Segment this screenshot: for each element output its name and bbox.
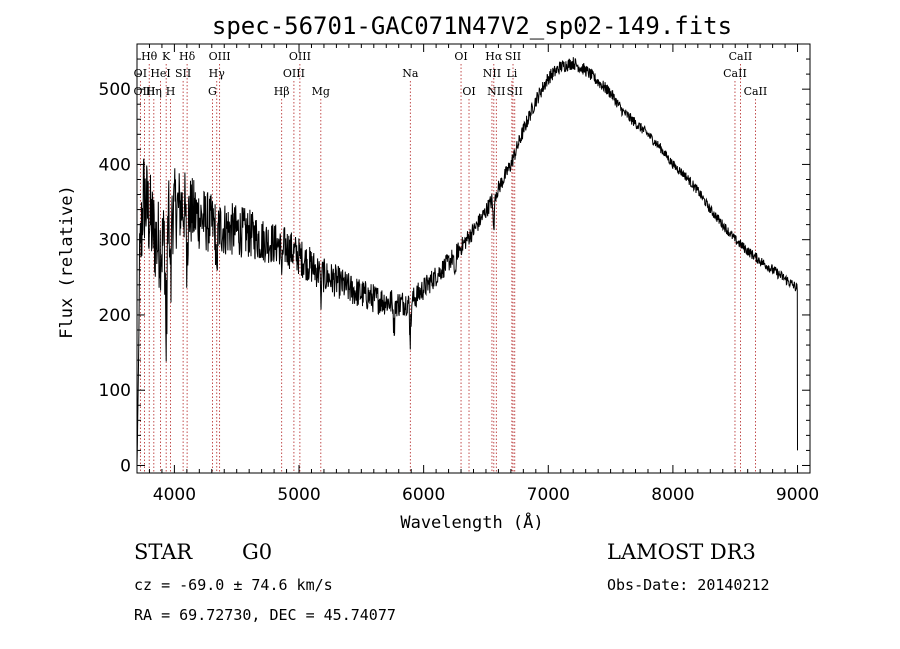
line-label: OIII [283,67,305,80]
line-label: Hη [146,85,162,98]
line-label: Hθ [141,50,158,63]
x-tick-label: 8000 [651,485,694,505]
chart-title: spec-56701-GAC071N47V2_sp02-149.fits [212,12,732,40]
x-tick-label: 9000 [776,485,819,505]
line-label: CaII [723,67,747,80]
observation-date: Obs-Date: 20140212 [607,576,770,594]
x-tick-label: 5000 [277,485,320,505]
x-axis: 4000 5000 6000 7000 8000 9000 [136,44,819,505]
line-label: Hα [485,50,503,63]
x-axis-label: Wavelength (Å) [400,511,543,533]
y-tick-label: 200 [99,306,131,326]
y-axis-label: Flux (relative) [57,185,77,339]
line-label: G [208,85,217,98]
coordinates-readout: RA = 69.72730, DEC = 45.74077 [134,606,396,624]
spectrum-series [136,57,798,466]
x-tick-label: 7000 [527,485,570,505]
line-label: SII [507,85,523,98]
velocity-readout: cz = -69.0 ± 74.6 km/s [134,576,333,594]
x-tick-label: 4000 [153,485,196,505]
line-label: HeI [150,67,170,80]
line-label: SII [175,67,191,80]
plot-frame [136,43,811,474]
y-tick-label: 0 [120,456,131,476]
line-label: CaII [744,85,768,98]
line-label: Na [402,67,419,80]
line-label: Hβ [274,85,290,98]
y-tick-label: 300 [99,231,131,251]
object-subclass: G0 [242,540,272,564]
line-label: OI [134,67,147,80]
line-label: NII [483,67,501,80]
line-label: SII [505,50,521,63]
survey-name: LAMOST DR3 [607,540,756,564]
line-label: Hδ [179,50,196,63]
line-label: NII [487,85,505,98]
line-label: Hγ [209,67,226,80]
x-tick-label: 6000 [402,485,445,505]
y-tick-label: 500 [99,80,131,100]
line-label: OIII [133,85,155,98]
line-label: OI [462,85,475,98]
line-label: OIII [209,50,231,63]
line-label: K [162,50,171,63]
line-label: Mg [312,85,330,98]
line-label: OIII [289,50,311,63]
line-label: CaII [729,50,753,63]
y-tick-label: 100 [99,381,131,401]
object-type: STAR [134,540,193,564]
line-label: Li [506,67,517,80]
y-axis: 0 100 200 300 400 500 [99,58,810,476]
line-label: OI [454,50,467,63]
line-label: H [166,85,176,98]
y-tick-label: 400 [99,155,131,175]
